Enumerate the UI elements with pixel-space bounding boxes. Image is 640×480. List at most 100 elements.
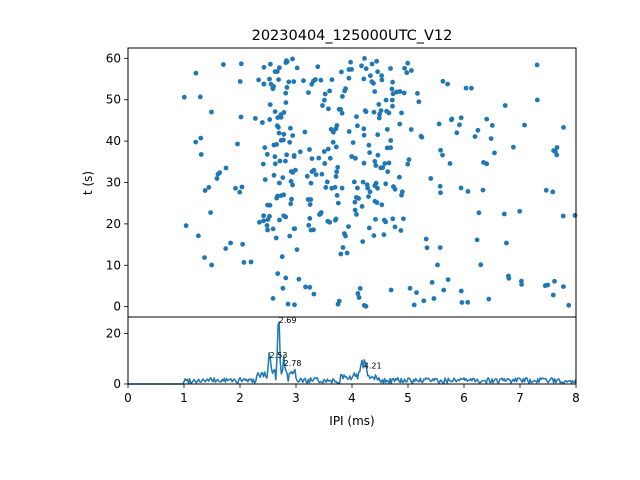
scatter-point xyxy=(301,78,306,84)
scatter-point xyxy=(390,103,395,109)
scatter-point xyxy=(355,123,360,129)
scatter-point xyxy=(336,106,342,112)
scatter-point xyxy=(350,140,356,146)
scatter-point xyxy=(552,149,558,154)
scatter-point xyxy=(411,302,417,308)
scatter-point xyxy=(371,233,377,239)
scatter-point xyxy=(275,115,281,120)
scatter-point xyxy=(388,287,394,293)
peak-label: 2.78 xyxy=(284,359,302,368)
scatter-point xyxy=(353,155,358,161)
scatter-point xyxy=(566,302,572,308)
scatter-point xyxy=(272,109,278,114)
scatter-point xyxy=(335,200,341,206)
scatter-point xyxy=(284,85,290,90)
scatter-point xyxy=(324,179,330,185)
scatter-point xyxy=(392,224,398,230)
scatter-point xyxy=(431,296,437,301)
scatter-point xyxy=(401,216,406,222)
scatter-point xyxy=(428,176,434,181)
chart-title: 20230404_125000UTC_V12 xyxy=(252,28,453,44)
scatter-y-tick-label: 50 xyxy=(106,93,121,107)
scatter-point xyxy=(465,299,471,305)
scatter-point xyxy=(383,97,389,103)
scatter-point xyxy=(389,97,395,103)
scatter-point xyxy=(328,126,334,132)
scatter-point xyxy=(318,77,324,83)
scatter-point xyxy=(276,77,281,82)
scatter-point xyxy=(315,64,321,70)
scatter-point xyxy=(333,174,339,179)
scatter-point xyxy=(284,58,289,63)
scatter-point xyxy=(478,262,484,268)
scatter-point xyxy=(376,102,382,107)
scatter-point xyxy=(406,157,412,163)
scatter-point xyxy=(281,192,287,198)
scatter-point xyxy=(287,233,293,239)
scatter-point xyxy=(256,77,261,83)
scatter-point xyxy=(261,213,266,219)
histogram-x-axis-label: IPI (ms) xyxy=(329,414,374,428)
scatter-point xyxy=(276,130,282,136)
scatter-point xyxy=(233,185,238,191)
scatter-point xyxy=(209,262,215,268)
scatter-point xyxy=(342,88,347,94)
scatter-point xyxy=(501,211,507,217)
scatter-point xyxy=(435,262,440,268)
scatter-point xyxy=(424,245,430,251)
scatter-point xyxy=(407,285,413,291)
scatter-point xyxy=(198,152,204,157)
scatter-point xyxy=(372,159,378,164)
scatter-point xyxy=(311,78,316,84)
scatter-point xyxy=(476,210,482,216)
scatter-point xyxy=(534,62,540,68)
scatter-point xyxy=(294,247,300,253)
scatter-point xyxy=(381,232,387,238)
scatter-point xyxy=(375,152,381,158)
scatter-point xyxy=(322,97,327,103)
scatter-point xyxy=(353,195,359,200)
scatter-point xyxy=(340,245,346,250)
scatter-point xyxy=(372,198,378,204)
scatter-point xyxy=(306,222,312,228)
scatter-point xyxy=(280,175,286,181)
histogram-y-tick-label: 0 xyxy=(113,377,121,391)
scatter-point xyxy=(560,213,566,219)
scatter-point xyxy=(329,77,335,83)
scatter-point xyxy=(340,94,345,99)
scatter-point xyxy=(360,179,366,185)
scatter-point xyxy=(367,150,372,156)
scatter-point xyxy=(561,125,566,130)
scatter-point xyxy=(429,280,435,285)
scatter-point xyxy=(346,224,351,230)
scatter-point xyxy=(359,204,365,209)
scatter-point xyxy=(318,211,323,217)
scatter-point xyxy=(327,88,332,94)
scatter-point xyxy=(390,91,396,97)
scatter-point xyxy=(488,136,494,142)
scatter-point xyxy=(392,186,398,192)
scatter-point xyxy=(327,155,333,161)
scatter-point xyxy=(385,169,391,175)
scatter-point xyxy=(366,142,372,148)
scatter-point xyxy=(543,187,549,193)
scatter-point xyxy=(511,144,516,150)
scatter-point xyxy=(279,254,285,260)
scatter-point xyxy=(361,160,367,166)
scatter-point xyxy=(327,219,333,225)
scatter-point xyxy=(267,102,273,107)
scatter-point xyxy=(277,158,283,164)
scatter-point xyxy=(261,81,267,87)
scatter-point xyxy=(281,213,287,219)
scatter-point xyxy=(352,207,358,213)
scatter-point xyxy=(306,90,311,95)
scatter-point xyxy=(302,129,308,135)
scatter-point xyxy=(388,66,393,71)
histogram-panel: 2.53 2.69 2.78 4.21 0 20 0 1 2 3 4 5 6 7 8 IPI (ms) xyxy=(106,316,580,428)
scatter-point xyxy=(378,108,384,113)
scatter-point xyxy=(492,150,497,156)
scatter-point xyxy=(369,61,375,67)
scatter-point xyxy=(268,61,273,67)
scatter-point xyxy=(449,116,455,122)
scatter-point xyxy=(346,129,352,134)
